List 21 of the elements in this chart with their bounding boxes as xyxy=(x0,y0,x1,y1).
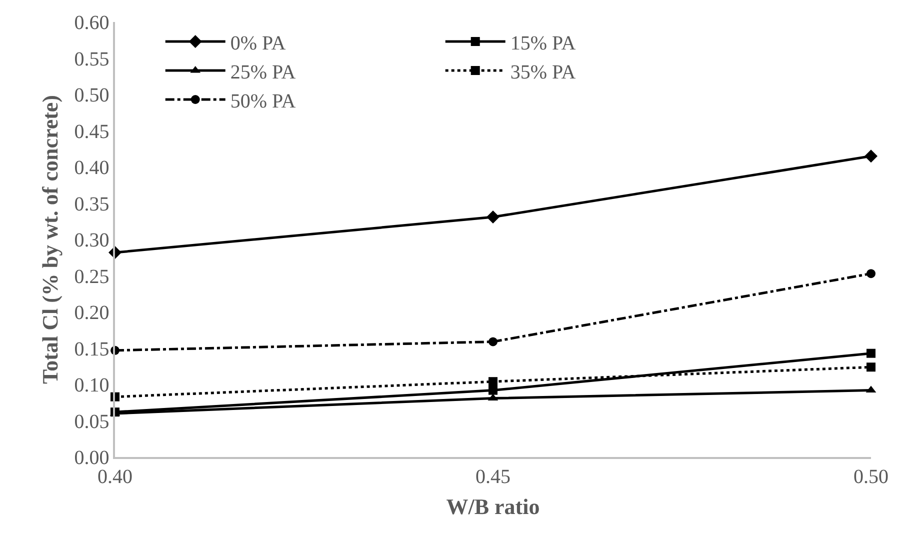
legend-label: 35% PA xyxy=(510,61,576,84)
y-tick-label: 0.05 xyxy=(74,410,110,433)
y-tick-label: 0.10 xyxy=(74,374,110,396)
legend-label: 0% PA xyxy=(230,32,286,54)
y-tick-label: 0.30 xyxy=(74,230,110,252)
y-tick-label: 0.45 xyxy=(74,120,110,143)
y-tick-label: 0.50 xyxy=(74,84,110,106)
y-tick-label: 0.35 xyxy=(74,193,110,216)
y-tick-label: 0.40 xyxy=(74,157,110,179)
y-tick-label: 0.20 xyxy=(74,302,110,324)
x-tick-label: 0.50 xyxy=(854,466,888,488)
legend-label: 15% PA xyxy=(510,32,576,54)
legend-label: 25% PA xyxy=(230,61,296,84)
x-tick-label: 0.45 xyxy=(476,466,510,488)
y-axis-title: Total Cl (% by wt. of concrete) xyxy=(38,94,63,384)
y-tick-label: 0.25 xyxy=(74,266,110,288)
y-tick-label: 0.60 xyxy=(74,12,110,34)
y-tick-label: 0.55 xyxy=(74,48,110,70)
y-tick-label: 0.15 xyxy=(74,338,110,360)
legend-label: 50% PA xyxy=(230,90,296,112)
x-axis-title: W/B ratio xyxy=(446,494,540,520)
